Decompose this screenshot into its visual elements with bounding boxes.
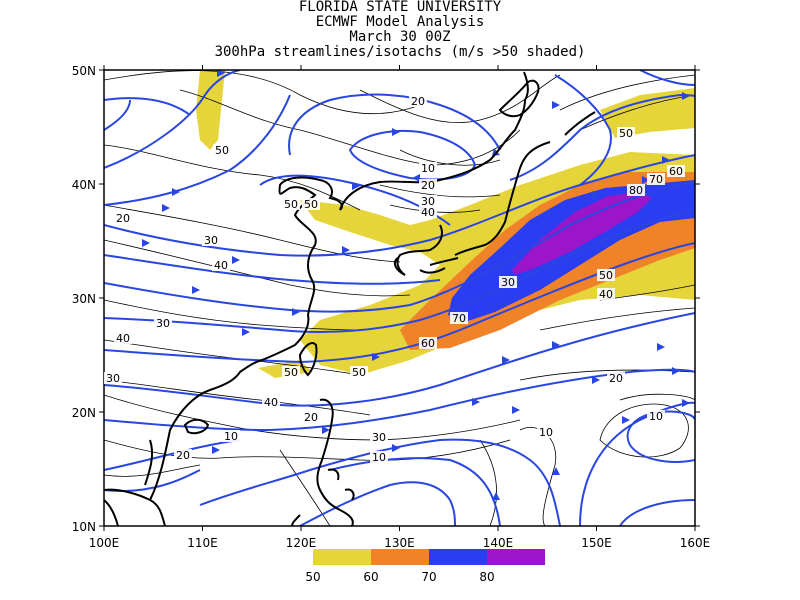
contour-label: 30 [501,276,515,289]
streamlines [104,70,695,526]
contour-label: 10 [421,162,435,175]
x-tick-label: 150E [581,536,612,550]
y-tick-label: 30N [72,292,96,306]
contour-label: 60 [421,337,435,350]
colorbar-swatch [487,549,545,565]
contour-label: 40 [264,396,278,409]
contour-label: 50 [284,198,298,211]
contour-label: 30 [156,317,170,330]
contour-label: 10 [539,426,553,439]
isotach-80-region [512,192,652,275]
contour-label: 10 [372,451,386,464]
colorbar-swatch [313,549,371,565]
contour-label: 30 [106,372,120,385]
colorbar-label: 70 [421,570,436,584]
colorbar-swatch [371,549,429,565]
contour-label: 20 [116,212,130,225]
contour-label: 20 [609,372,623,385]
title-block: FLORIDA STATE UNIVERSITY ECMWF Model Ana… [0,0,800,60]
contour-label: 30 [204,234,218,247]
colorbar-swatch [429,549,487,565]
isotach-50-region [196,70,225,150]
colorbar-label: 50 [305,570,320,584]
contour-label: 50 [619,127,633,140]
axes: 100E 110E 120E 130E 140E 150E 160E 10N 20N 30N 40N… [72,64,711,550]
contour-label: 40 [421,206,435,219]
contour-label: 80 [629,184,643,197]
y-tick-label: 10N [72,520,96,534]
contour-label: 30 [421,195,435,208]
contour-label: 50 [304,198,318,211]
contour-label: 10 [224,430,238,443]
contour-label: 50 [284,366,298,379]
contour-label: 10 [649,410,663,423]
colorbar: 50 60 70 80 [305,549,545,584]
contour-label: 70 [649,173,663,186]
x-tick-label: 120E [286,536,317,550]
contour-label: 40 [599,288,613,301]
isotach-shading [196,70,695,378]
title-line-2: ECMWF Model Analysis [315,14,485,30]
contour-label: 60 [669,165,683,178]
y-tick-label: 50N [72,64,96,78]
colorbar-label: 60 [363,570,378,584]
isotach-50-region [600,88,695,138]
contour-label: 40 [214,259,228,272]
x-tick-label: 140E [483,536,514,550]
title-line-3: March 30 00Z [349,29,451,45]
x-tick-label: 160E [680,536,711,550]
contour-label: 20 [304,411,318,424]
contour-label: 50 [215,144,229,157]
colorbar-label: 80 [479,570,494,584]
x-tick-label: 110E [187,536,218,550]
contour-label: 20 [176,449,190,462]
x-tick-label: 130E [384,536,415,550]
contour-label: 40 [116,332,130,345]
contour-label: 20 [421,179,435,192]
isotach-contours [104,70,695,526]
contour-label: 70 [452,312,466,325]
coastlines [104,71,596,526]
contour-label: 20 [411,95,425,108]
contour-label: 30 [372,431,386,444]
title-line-1: FLORIDA STATE UNIVERSITY [298,0,502,15]
x-tick-label: 100E [89,536,120,550]
y-tick-label: 20N [72,406,96,420]
y-tick-label: 40N [72,178,96,192]
contour-label: 50 [352,366,366,379]
contour-label: 50 [599,269,613,282]
title-line-4: 300hPa streamlines/isotachs (m/s >50 sha… [214,44,586,60]
